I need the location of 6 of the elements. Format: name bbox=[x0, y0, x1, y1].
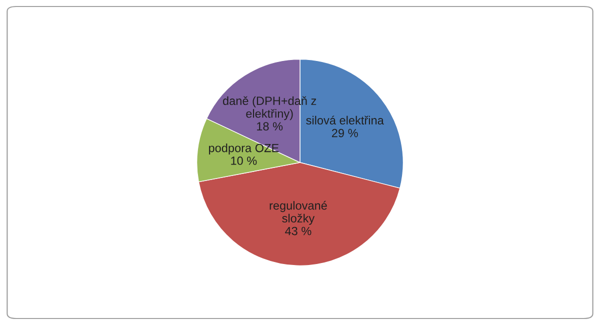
slice-label: silová elektřina bbox=[306, 116, 384, 125]
data-label: 18 % bbox=[257, 122, 283, 130]
data-label: 43 % bbox=[285, 226, 312, 236]
data-label: 10 % bbox=[231, 156, 257, 165]
slice-label: regulované složky bbox=[270, 200, 327, 225]
data-label: 29 % bbox=[332, 128, 358, 138]
